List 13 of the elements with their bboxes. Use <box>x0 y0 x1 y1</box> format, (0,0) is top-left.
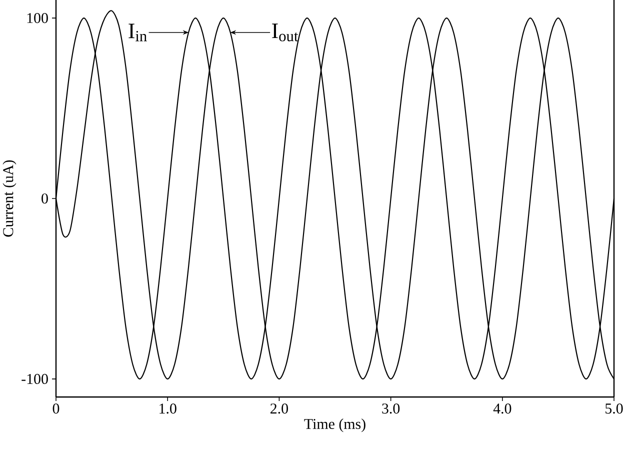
x-tick-label: 0 <box>52 404 60 414</box>
x-axis-title: Time (ms) <box>304 418 366 432</box>
x-tick-label: 5.0 <box>606 404 623 414</box>
y-axis-title: Current (uA) <box>2 160 16 237</box>
annotation: I$_{out}$ <box>272 24 298 42</box>
x-tick-label: 3.0 <box>382 404 400 414</box>
x-tick-label: 2.0 <box>270 404 288 414</box>
x-tick-label: 1.0 <box>160 404 176 414</box>
annotation: I$_{in}$ <box>128 24 147 42</box>
y-tick-label: -100 <box>22 374 48 384</box>
x-tick-label: 4.0 <box>493 404 512 414</box>
y-tick-label: 100 <box>27 13 48 24</box>
y-tick-label: 0 <box>42 193 48 204</box>
